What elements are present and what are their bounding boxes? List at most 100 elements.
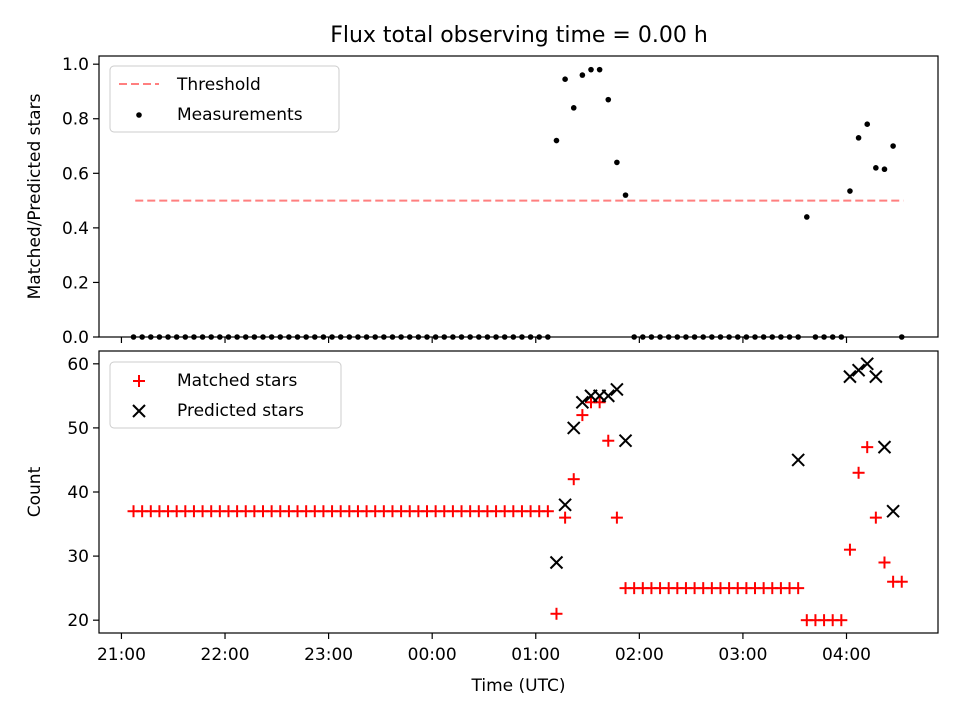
matched-star-point <box>559 511 572 524</box>
predicted-star-point <box>851 363 866 377</box>
matched-star-point <box>792 582 805 595</box>
measurement-point <box>760 334 767 340</box>
measurement-point <box>631 334 637 340</box>
legend-matched-label: Matched stars <box>177 371 297 391</box>
measurement-point <box>147 334 154 340</box>
matched-star-point <box>567 473 580 486</box>
measurement-point <box>717 334 724 340</box>
legend-matched-swatch <box>133 375 145 387</box>
y-axis-label: Matched/Predicted stars <box>25 93 45 299</box>
measurement-point <box>467 334 473 340</box>
legend-predicted-label: Predicted stars <box>177 401 304 421</box>
measurement-point <box>657 334 663 340</box>
measurement-point <box>139 334 145 340</box>
measurement-point <box>778 334 784 340</box>
measurement-point <box>709 334 715 340</box>
predicted-star-point <box>610 382 624 397</box>
top-axes: 0.0 0.2 0.4 0.6 0.8 1.0 Matched/Predicted star… <box>25 55 939 348</box>
measurement-point <box>553 137 560 144</box>
measurement-point <box>588 66 594 73</box>
measurement-point <box>234 334 240 340</box>
predicted-star-point <box>575 395 590 409</box>
measurement-point <box>130 334 137 340</box>
measurement-point <box>389 334 396 340</box>
legend-threshold-label: Threshold <box>176 75 261 95</box>
measurement-point <box>821 334 827 340</box>
legend-box <box>109 361 342 429</box>
measurement-point <box>890 143 896 149</box>
measurement-point <box>458 334 465 340</box>
measurement-point <box>493 334 499 340</box>
measurement-point <box>182 334 189 340</box>
matched-star-point <box>869 511 882 524</box>
predicted-star-point <box>877 440 892 454</box>
measurement-point <box>829 334 836 340</box>
cross-b <box>558 498 572 512</box>
cross-b <box>575 395 590 409</box>
measurement-point <box>674 334 681 340</box>
y-tick-label: 50 <box>67 419 89 439</box>
measurement-point <box>355 334 361 340</box>
predicted-star-point <box>567 421 581 435</box>
predicted-star-point <box>558 498 572 512</box>
predicted-star-point <box>886 504 900 518</box>
x-tick-label: 00:00 <box>408 645 457 665</box>
measurement-point <box>795 334 801 340</box>
legend-box <box>109 65 340 133</box>
measurement-point <box>605 96 612 103</box>
measurement-point <box>450 334 456 340</box>
measurement-point <box>838 334 845 340</box>
cross-b <box>618 434 633 448</box>
y-tick-label: 0.2 <box>62 273 89 293</box>
matched-star-point <box>878 556 891 569</box>
measurement-point <box>734 334 741 340</box>
bottom-axes: 20 30 40 50 60 21:00 22:00 23:00 00:00 01:00 02:00… <box>25 350 939 696</box>
measurement-point <box>398 334 404 340</box>
cross-b <box>843 369 857 384</box>
axes-frame <box>98 55 939 338</box>
measurement-point <box>424 334 430 340</box>
matched-star-point <box>602 434 615 447</box>
y-tick-label: 1.0 <box>62 55 89 75</box>
measurement-point <box>510 334 517 340</box>
matched-star-point <box>576 409 589 422</box>
measurement-point <box>614 159 620 166</box>
cross-b <box>601 389 615 403</box>
x-tick-label: 01:00 <box>511 645 560 665</box>
measurement-point <box>752 334 758 340</box>
y-tick-label: 0.8 <box>62 110 89 130</box>
measurement-point <box>562 76 568 82</box>
measurement-point <box>545 334 551 340</box>
x-tick-label: 23:00 <box>304 645 353 665</box>
y-tick-label: 40 <box>67 483 89 503</box>
cross-b <box>869 369 883 384</box>
measurement-point <box>847 188 853 194</box>
x-tick-label: 03:00 <box>718 645 767 665</box>
measurement-point <box>165 334 171 340</box>
measurement-point <box>191 334 197 340</box>
y-tick-label: 0.0 <box>62 328 89 348</box>
cross-b <box>877 440 892 454</box>
measurement-point <box>743 334 750 340</box>
measurement-point <box>173 334 180 340</box>
measurement-point <box>803 214 810 220</box>
y-tick-label: 30 <box>67 547 89 567</box>
measurement-point <box>873 165 879 171</box>
measurement-point <box>527 334 534 340</box>
measurement-point <box>855 135 862 141</box>
predicted-star-point <box>843 369 857 384</box>
measurement-point <box>898 334 905 340</box>
predicted-star-point <box>791 453 805 467</box>
measurement-point <box>320 334 327 340</box>
measurement-point <box>691 334 698 340</box>
predicted-star-point <box>549 555 564 570</box>
measurement-point <box>579 72 586 78</box>
measurement-point <box>381 334 387 340</box>
measurement-point <box>596 66 603 73</box>
measurement-point <box>415 334 422 340</box>
measurement-point <box>242 334 249 340</box>
measurement-point <box>294 334 301 340</box>
matched-star-point <box>835 614 848 627</box>
cross-b <box>132 404 146 418</box>
chart-title: Flux total observing time = 0.00 h <box>330 23 708 48</box>
